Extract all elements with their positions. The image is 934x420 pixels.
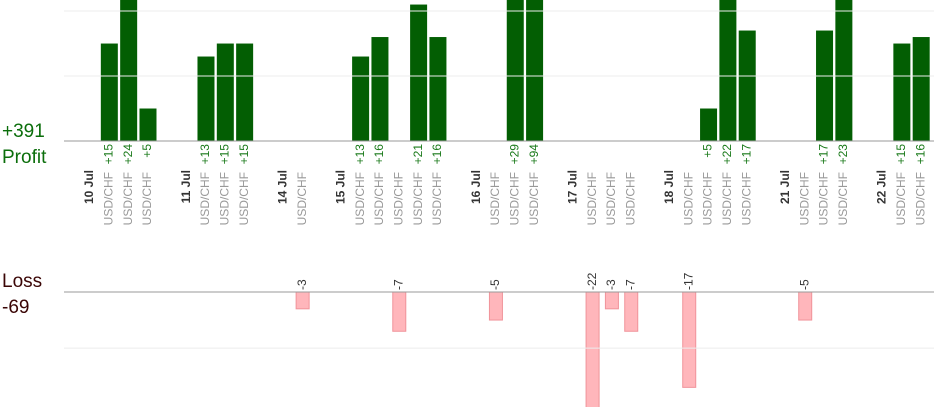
loss-bar (585, 292, 600, 407)
date-label: 22 Jul (875, 170, 889, 204)
pair-label: USD/CHF (623, 172, 637, 225)
loss-value-label: -7 (391, 279, 405, 290)
profit-area (100, 0, 930, 141)
loss-bar (604, 292, 619, 310)
profit-value-label: +5 (140, 144, 154, 158)
date-label: 16 Jul (469, 170, 483, 204)
pair-label: USD/CHF (739, 172, 753, 225)
profit-bar (139, 108, 157, 141)
profit-value-label: +17 (739, 144, 753, 165)
pair-label: USD/CHF (913, 172, 927, 225)
loss-bar (295, 292, 310, 310)
profit-value-label: +15 (102, 144, 116, 165)
loss-bar (488, 292, 503, 321)
profit-value-label: +13 (353, 144, 367, 165)
profit-value-label: +15 (237, 144, 251, 165)
profit-bar (429, 37, 447, 141)
pair-label: USD/CHF (797, 172, 811, 225)
profit-value-label: +5 (701, 144, 715, 158)
pair-label: USD/CHF (372, 172, 386, 225)
profit-value-label: +23 (836, 144, 850, 165)
date-label: 10 Jul (82, 170, 96, 204)
profit-bar (352, 56, 370, 141)
pair-label: USD/CHF (430, 172, 444, 225)
profit-bar (719, 0, 737, 141)
pair-label: USD/CHF (488, 172, 502, 225)
loss-value-label: -5 (797, 279, 811, 290)
pair-label: USD/CHF (836, 172, 850, 225)
pair-label: USD/CHF (507, 172, 521, 225)
profit-value-label: +29 (507, 144, 521, 165)
date-label: 18 Jul (662, 170, 676, 204)
pair-label: USD/CHF (353, 172, 367, 225)
date-label: 15 Jul (333, 170, 347, 204)
loss-value-label: -22 (585, 272, 599, 290)
loss-bar (624, 292, 639, 332)
pair-label: USD/CHF (527, 172, 541, 225)
profit-value-label: +22 (720, 144, 734, 165)
loss-bar (392, 292, 407, 332)
profit-value-label: +16 (372, 144, 386, 165)
profit-value-label: +17 (817, 144, 831, 165)
profit-bar (700, 108, 718, 141)
profit-bar (526, 0, 544, 141)
pair-label: USD/CHF (817, 172, 831, 225)
pair-label: USD/CHF (720, 172, 734, 225)
loss-value-label: -17 (681, 272, 695, 290)
pair-label: USD/CHF (391, 172, 405, 225)
pair-label: USD/CHF (102, 172, 116, 225)
pair-label: USD/CHF (121, 172, 135, 225)
date-label: 21 Jul (778, 170, 792, 204)
loss-area (295, 292, 813, 407)
profit-value-label: +94 (527, 144, 541, 165)
profit-value-label: +13 (198, 144, 212, 165)
profit-bar (197, 56, 215, 141)
loss-label: Loss (2, 271, 42, 292)
profit-bar (120, 0, 138, 141)
profit-bar (816, 30, 834, 141)
pair-label: USD/CHF (894, 172, 908, 225)
pair-label: USD/CHF (681, 172, 695, 225)
profit-bar (835, 0, 853, 141)
profit-value-label: +15 (217, 144, 231, 165)
profit-label: Profit (2, 147, 47, 168)
date-label: 11 Jul (179, 170, 193, 203)
profit-total: +391 (2, 121, 45, 142)
date-label: 14 Jul (275, 170, 289, 204)
pair-label: USD/CHF (217, 172, 231, 225)
profit-bar (216, 43, 234, 141)
profit-bar (100, 43, 118, 141)
profit-value-label: +16 (913, 144, 927, 165)
pair-label: USD/CHF (701, 172, 715, 225)
profit-bar (506, 0, 524, 141)
loss-bar (798, 292, 813, 321)
loss-value-label: -3 (604, 279, 618, 290)
profit-value-label: +24 (121, 144, 135, 165)
pair-label: USD/CHF (237, 172, 251, 225)
profit-bar (236, 43, 254, 141)
loss-total: -69 (2, 297, 29, 318)
pair-label: USD/CHF (140, 172, 154, 225)
profit-bar (912, 37, 930, 141)
pair-label: USD/CHF (198, 172, 212, 225)
profit-value-label: +16 (430, 144, 444, 165)
pair-label: USD/CHF (604, 172, 618, 225)
loss-value-label: -5 (488, 279, 502, 290)
date-label: 17 Jul (565, 170, 579, 204)
loss-value-label: -7 (623, 279, 637, 290)
profit-bar (738, 30, 756, 141)
profit-bar (371, 37, 389, 141)
profit-value-label: +21 (411, 144, 425, 165)
profit-value-label: +15 (894, 144, 908, 165)
pair-label: USD/CHF (295, 172, 309, 225)
loss-bar (682, 292, 697, 388)
pair-label: USD/CHF (411, 172, 425, 225)
pair-label: USD/CHF (585, 172, 599, 225)
profit-bar (893, 43, 911, 141)
loss-value-label: -3 (295, 279, 309, 290)
profit-bar (410, 4, 428, 141)
